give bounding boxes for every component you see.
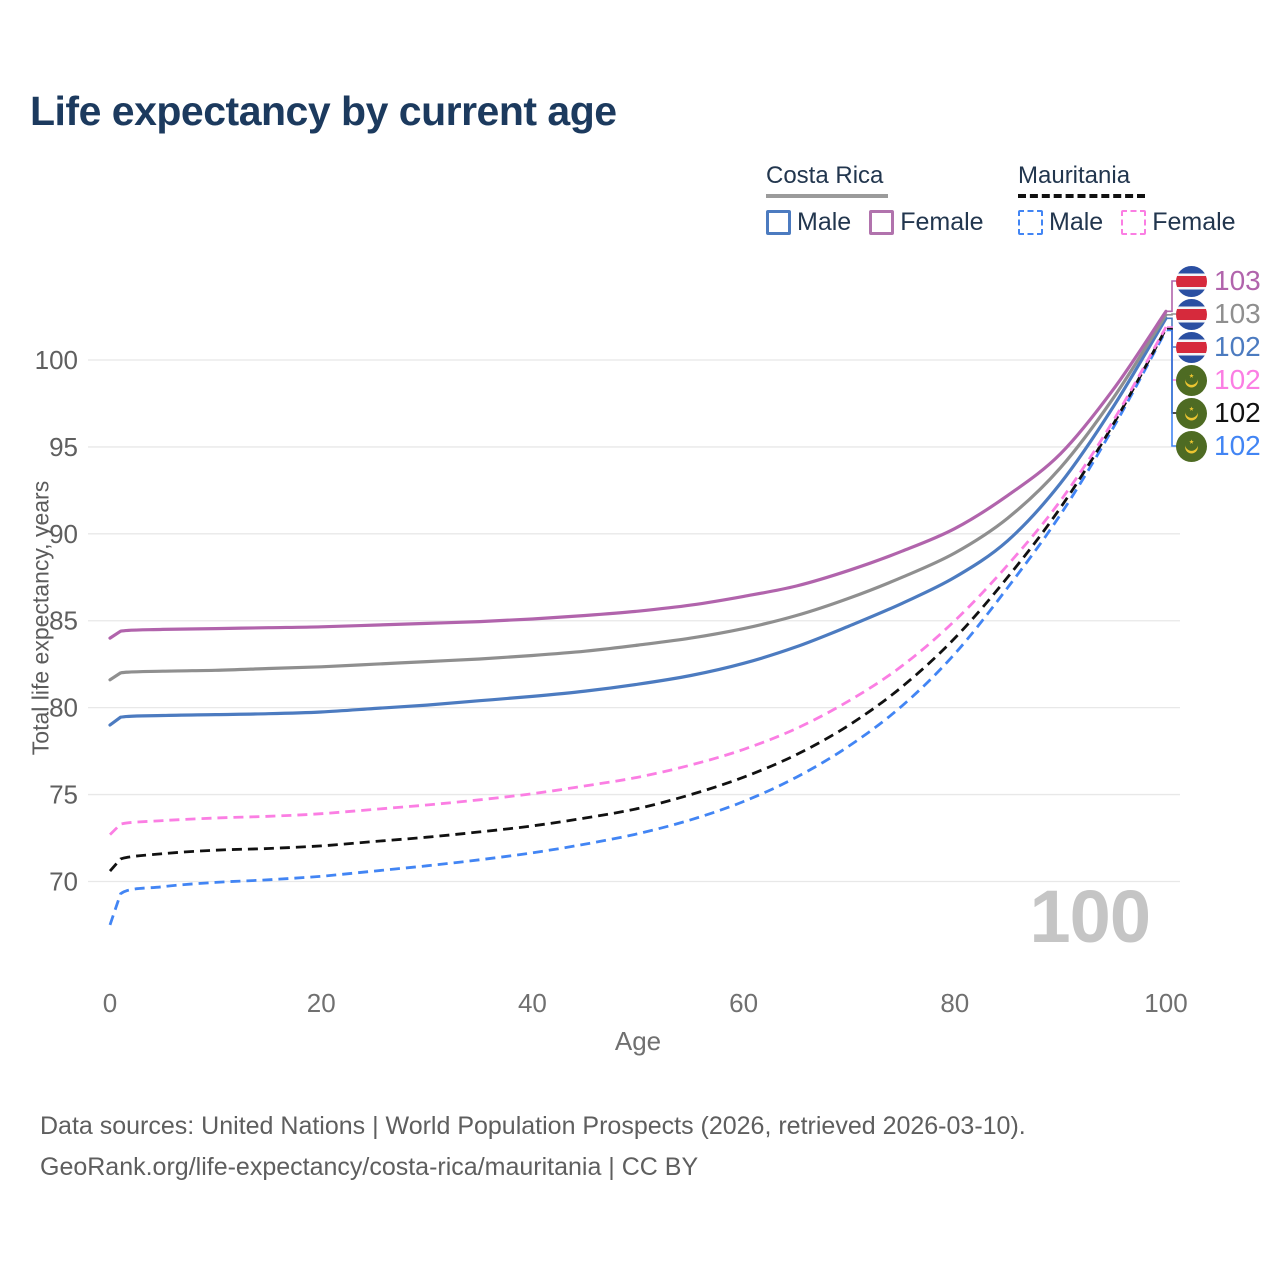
end-label-leader-mauritania-male xyxy=(1167,329,1178,447)
legend-swatch-mauritania-female xyxy=(1121,210,1147,235)
page-title: Life expectancy by current age xyxy=(30,88,617,134)
legend-header-mauritania: Mauritania xyxy=(1018,162,1131,189)
legend-linestyle-dashed xyxy=(1018,194,1145,198)
y-axis-title: Total life expectancy, years xyxy=(27,480,54,756)
legend-linestyle-solid xyxy=(766,194,888,198)
series-line-costa-rica-both-sexes[interactable] xyxy=(108,313,1168,682)
series-line-mauritania-female[interactable] xyxy=(109,326,1168,836)
x-tick-label: 20 xyxy=(307,988,336,1018)
y-tick-label: 100 xyxy=(35,345,78,375)
series-line-costa-rica-female[interactable] xyxy=(108,309,1168,640)
x-tick-label: 60 xyxy=(729,988,758,1018)
series-line-mauritania-male[interactable] xyxy=(108,329,1168,926)
y-tick-label: 70 xyxy=(49,866,78,896)
legend-label: Male xyxy=(797,208,852,236)
legend-label: Male xyxy=(1049,208,1104,236)
x-tick-label: 0 xyxy=(103,988,117,1018)
y-tick-label: 80 xyxy=(49,693,78,723)
x-tick-label: 80 xyxy=(940,988,969,1018)
legend-swatch-costa-rica-female xyxy=(869,210,895,235)
legend-swatch-costa-rica-male xyxy=(766,210,791,235)
legend-item-mauritania-female[interactable]: Female xyxy=(1121,208,1253,237)
x-axis-title: Age xyxy=(614,1026,662,1056)
footer-data-sources: Data sources: United Nations | World Pop… xyxy=(40,1112,1026,1140)
legend-swatch-mauritania-male xyxy=(1018,210,1043,235)
series-line-costa-rica-male[interactable] xyxy=(108,316,1168,727)
footer: Data sources: United Nations | World Pop… xyxy=(40,1106,1026,1188)
legend-item-mauritania-male[interactable]: Male xyxy=(1018,208,1121,237)
legend-group-mauritania: Mauritania Male Female xyxy=(1018,162,1254,237)
y-tick-label: 75 xyxy=(49,780,78,810)
age-counter-watermark: 100 xyxy=(1029,875,1151,958)
legend-item-costa-rica-female[interactable]: Female xyxy=(869,208,1001,237)
legend-item-costa-rica-male[interactable]: Male xyxy=(766,208,869,237)
y-tick-label: 85 xyxy=(49,606,78,636)
y-tick-label: 95 xyxy=(49,432,78,462)
legend-label: Female xyxy=(1152,208,1236,236)
series-line-mauritania-both-sexes[interactable] xyxy=(108,328,1168,873)
x-tick-label: 100 xyxy=(1144,988,1187,1018)
x-tick-label: 40 xyxy=(518,988,547,1018)
end-label-leader-costa-rica-female xyxy=(1167,280,1178,313)
y-tick-label: 90 xyxy=(49,519,78,549)
end-label-leader-costa-rica-both-sexes xyxy=(1167,313,1178,316)
legend-label: Female xyxy=(900,208,984,236)
legend-group-costa-rica: Costa Rica Male Female xyxy=(766,162,1002,237)
legend-header-costa-rica: Costa Rica xyxy=(766,162,884,189)
footer-attribution: GeoRank.org/life-expectancy/costa-rica/m… xyxy=(40,1153,699,1181)
